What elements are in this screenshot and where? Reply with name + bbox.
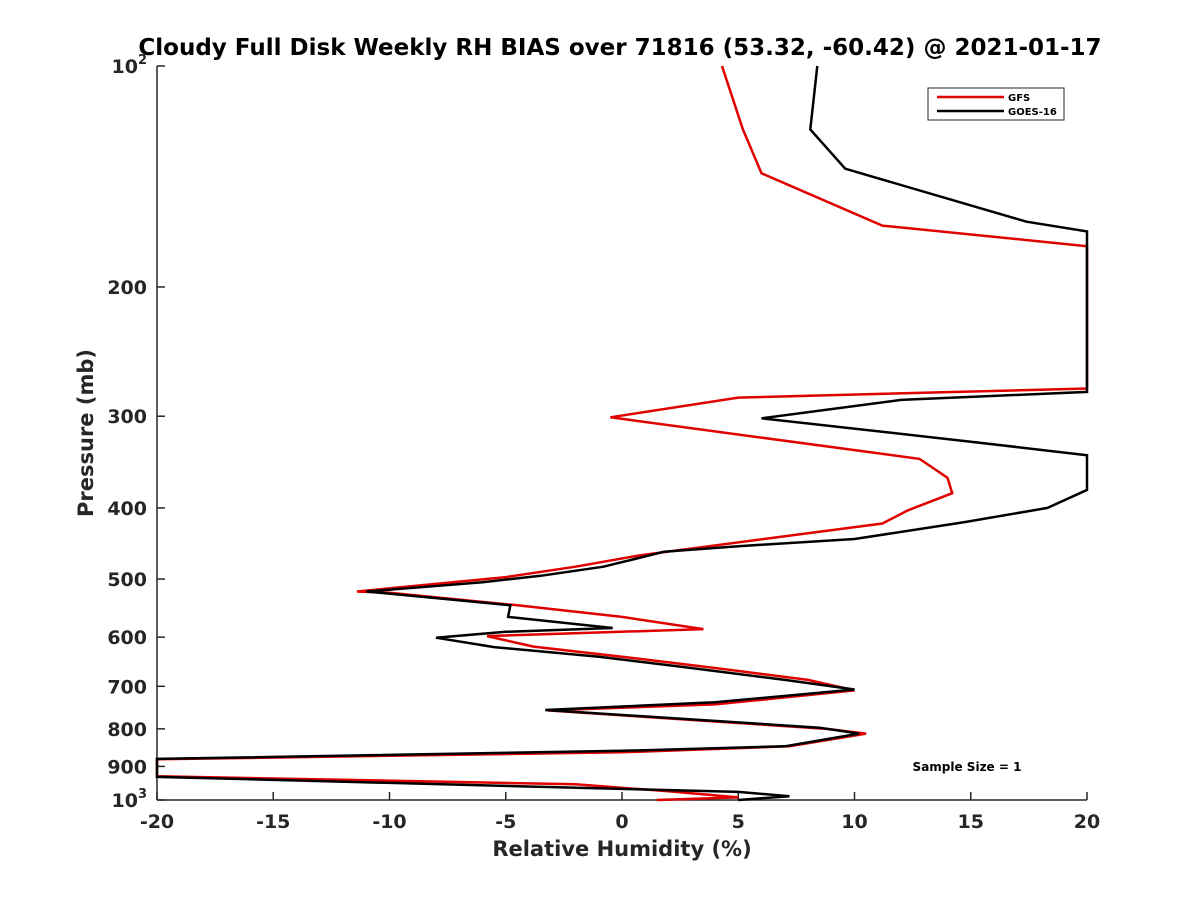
x-tick-label: 5 xyxy=(732,811,745,833)
y-tick-base: 10 xyxy=(112,56,138,78)
legend-label-gfs: GFS xyxy=(1008,93,1030,104)
x-tick-label: 20 xyxy=(1074,811,1100,833)
x-tick-label: 0 xyxy=(615,811,628,833)
series-line-goes16 xyxy=(155,65,1089,802)
x-ticks: -20 -15 -10 -5 0 5 10 15 20 xyxy=(140,792,1100,833)
y-tick-label: 600 xyxy=(107,627,147,649)
y-tick-label: 200 xyxy=(107,277,147,299)
x-axis-label: Relative Humidity (%) xyxy=(492,837,751,861)
legend-label-goes16: GOES-16 xyxy=(1008,107,1057,118)
y-tick-label: 102 xyxy=(112,53,148,78)
series-line-gfs xyxy=(155,65,1089,802)
x-tick-label: -10 xyxy=(372,811,406,833)
series-group xyxy=(155,65,1089,802)
x-tick-label: 10 xyxy=(841,811,867,833)
y-tick-label: 400 xyxy=(107,498,147,520)
x-tick-label: 15 xyxy=(958,811,984,833)
y-tick-label: 900 xyxy=(107,756,147,778)
y-axis-label: Pressure (mb) xyxy=(74,349,98,517)
y-tick-label: 103 xyxy=(112,787,148,812)
sample-size-annotation: Sample Size = 1 xyxy=(913,760,1022,774)
y-tick-base: 10 xyxy=(112,790,138,812)
y-tick-exponent: 3 xyxy=(138,787,147,802)
chart-title: Cloudy Full Disk Weekly RH BIAS over 718… xyxy=(138,35,1101,61)
y-tick-exponent: 2 xyxy=(138,53,147,68)
legend-box xyxy=(927,87,1065,121)
x-tick-label: -15 xyxy=(256,811,290,833)
y-tick-label: 500 xyxy=(107,569,147,591)
y-tick-label: 700 xyxy=(107,676,147,698)
legend: GFS GOES-16 xyxy=(927,87,1065,121)
x-tick-label: -20 xyxy=(140,811,174,833)
y-tick-label: 300 xyxy=(107,406,147,428)
y-tick-label: 800 xyxy=(107,719,147,741)
x-tick-label: -5 xyxy=(495,811,516,833)
